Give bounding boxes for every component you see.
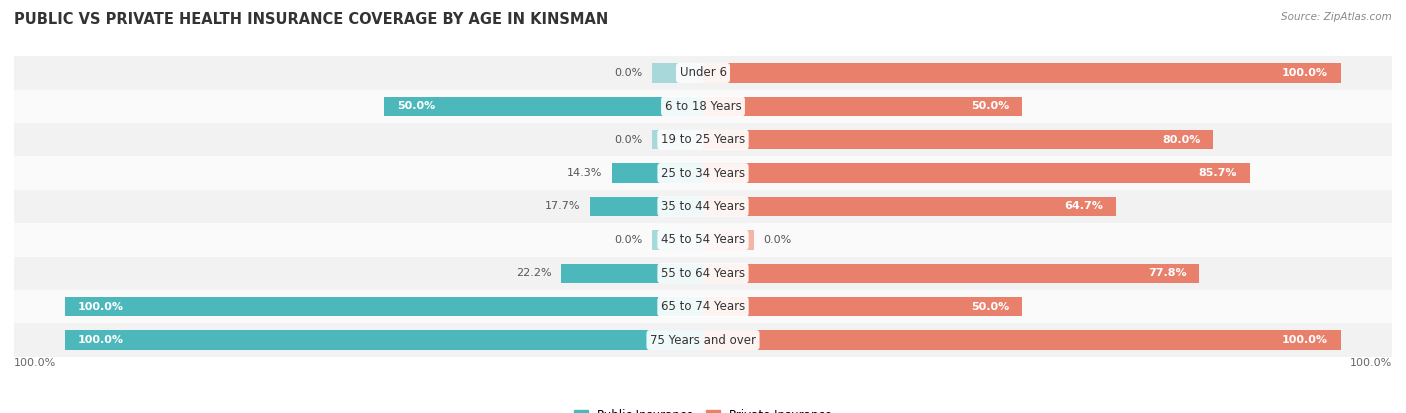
Text: 17.7%: 17.7% <box>546 202 581 211</box>
Text: 50.0%: 50.0% <box>972 301 1010 312</box>
Text: 0.0%: 0.0% <box>614 68 643 78</box>
Text: 0.0%: 0.0% <box>614 235 643 245</box>
Text: 77.8%: 77.8% <box>1147 268 1187 278</box>
Text: 100.0%: 100.0% <box>1282 335 1329 345</box>
Text: PUBLIC VS PRIVATE HEALTH INSURANCE COVERAGE BY AGE IN KINSMAN: PUBLIC VS PRIVATE HEALTH INSURANCE COVER… <box>14 12 609 27</box>
Bar <box>1 90 1405 123</box>
Bar <box>1 256 1405 290</box>
Text: 75 Years and over: 75 Years and over <box>650 334 756 347</box>
Bar <box>1 123 1405 157</box>
Bar <box>561 263 703 283</box>
Text: 55 to 64 Years: 55 to 64 Years <box>661 267 745 280</box>
Bar <box>1 157 1405 190</box>
Bar <box>703 164 1250 183</box>
Text: 100.0%: 100.0% <box>1350 358 1392 368</box>
Bar <box>1 190 1405 223</box>
Bar <box>1 290 1405 323</box>
Bar <box>703 130 1213 150</box>
Text: 50.0%: 50.0% <box>972 101 1010 112</box>
Text: 100.0%: 100.0% <box>14 358 56 368</box>
Bar <box>1 56 1405 90</box>
Legend: Public Insurance, Private Insurance: Public Insurance, Private Insurance <box>569 404 837 413</box>
Text: 65 to 74 Years: 65 to 74 Years <box>661 300 745 313</box>
Text: 50.0%: 50.0% <box>396 101 434 112</box>
Bar <box>703 230 754 249</box>
Text: 0.0%: 0.0% <box>614 135 643 145</box>
Text: 0.0%: 0.0% <box>763 235 792 245</box>
Text: 85.7%: 85.7% <box>1198 168 1237 178</box>
Bar <box>612 164 703 183</box>
Bar <box>652 230 703 249</box>
Bar <box>65 330 703 350</box>
Bar <box>652 130 703 150</box>
Text: Source: ZipAtlas.com: Source: ZipAtlas.com <box>1281 12 1392 22</box>
Bar <box>703 197 1116 216</box>
Bar <box>1 223 1405 256</box>
Bar <box>703 97 1022 116</box>
Text: 6 to 18 Years: 6 to 18 Years <box>665 100 741 113</box>
Text: 35 to 44 Years: 35 to 44 Years <box>661 200 745 213</box>
Text: 80.0%: 80.0% <box>1163 135 1201 145</box>
Text: Under 6: Under 6 <box>679 66 727 79</box>
Bar <box>1 323 1405 357</box>
Text: 45 to 54 Years: 45 to 54 Years <box>661 233 745 247</box>
Text: 14.3%: 14.3% <box>567 168 602 178</box>
Bar <box>703 263 1199 283</box>
Text: 100.0%: 100.0% <box>77 301 124 312</box>
Bar <box>591 197 703 216</box>
Bar <box>703 63 1341 83</box>
Bar <box>703 330 1341 350</box>
Text: 25 to 34 Years: 25 to 34 Years <box>661 166 745 180</box>
Text: 64.7%: 64.7% <box>1064 202 1102 211</box>
Bar <box>703 297 1022 316</box>
Text: 19 to 25 Years: 19 to 25 Years <box>661 133 745 146</box>
Bar <box>652 63 703 83</box>
Text: 100.0%: 100.0% <box>1282 68 1329 78</box>
Bar <box>65 297 703 316</box>
Bar <box>384 97 703 116</box>
Text: 22.2%: 22.2% <box>516 268 551 278</box>
Text: 100.0%: 100.0% <box>77 335 124 345</box>
